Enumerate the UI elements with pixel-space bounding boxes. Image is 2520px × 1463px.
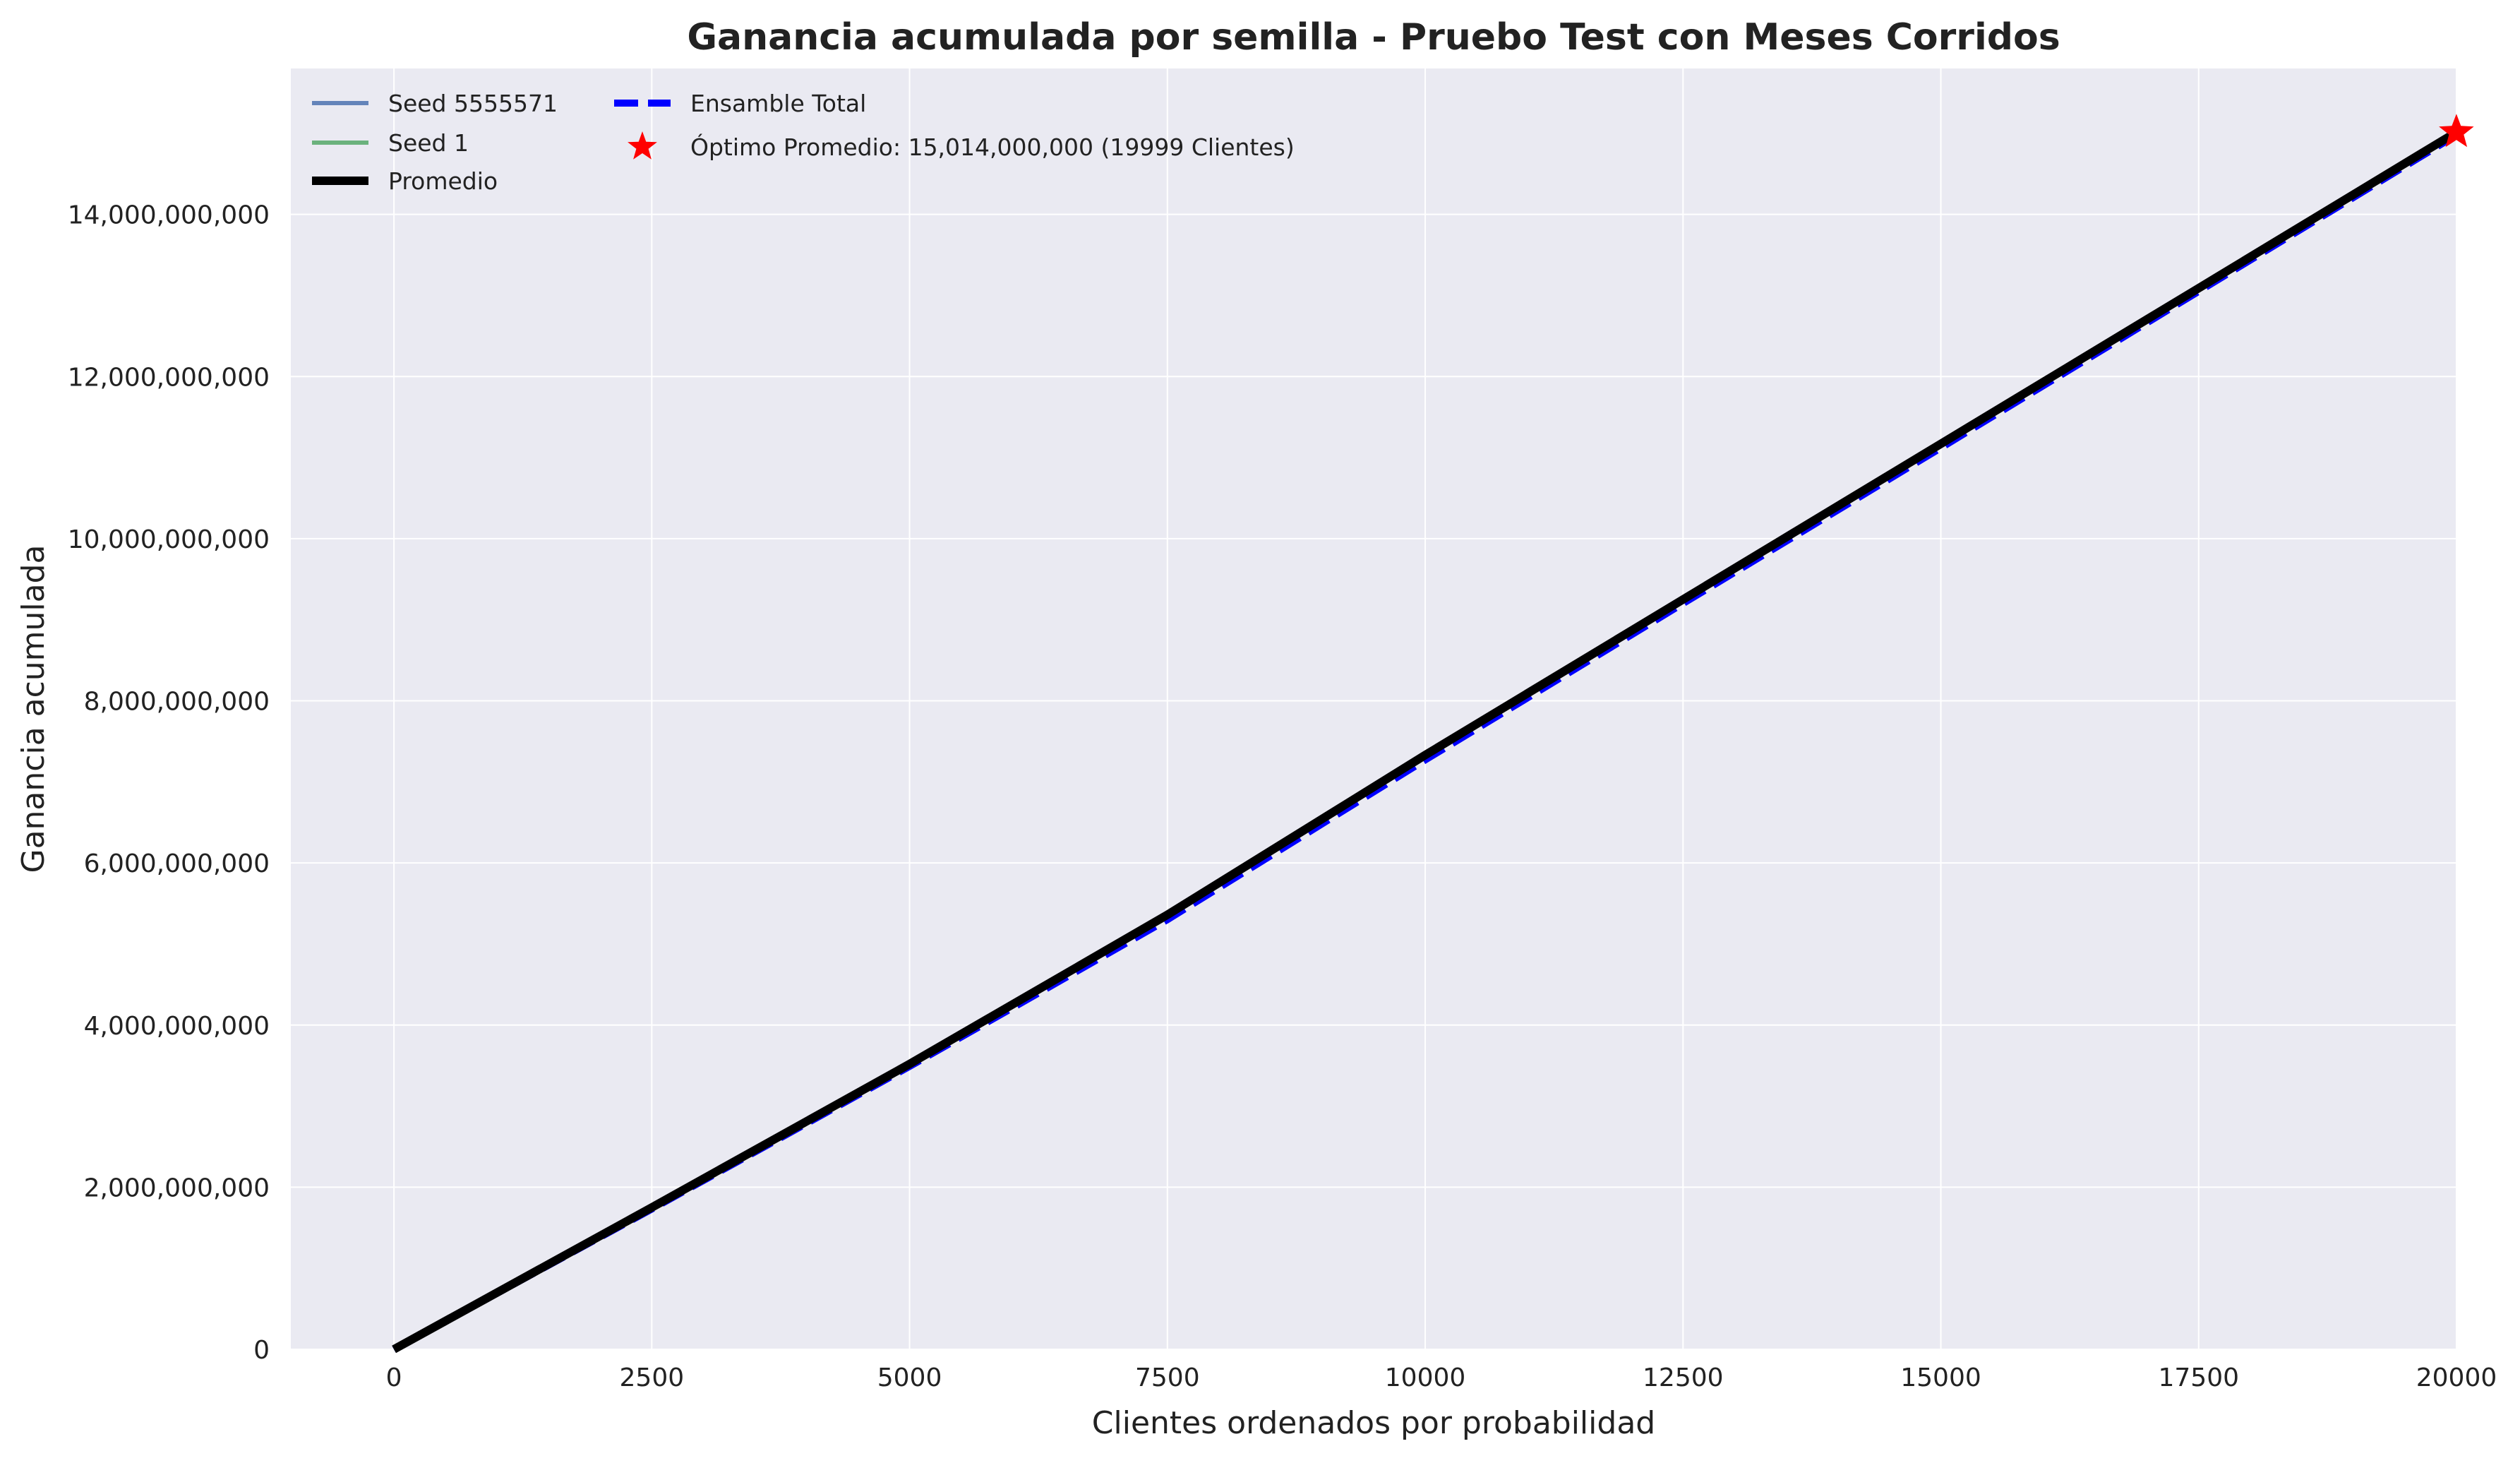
legend-label: Seed 1 (388, 129, 469, 157)
series-line-promedio (392, 129, 2459, 1354)
y-axis-ticks: 0 2,000,000,000 4,000,000,000 6,000,000,000… (68, 201, 270, 1365)
x-axis-label: Clientes ordenados por probabilidad (1092, 1405, 1655, 1441)
x-tick-label: 10000 (1385, 1363, 1466, 1392)
legend: Seed 5555571 Seed 1 Promedio Ensamble Total… (312, 90, 1295, 195)
x-tick-label: 2500 (620, 1363, 685, 1392)
optimum-marker (2439, 114, 2474, 148)
x-tick-label: 7500 (1135, 1363, 1200, 1392)
x-tick-label: 5000 (877, 1363, 942, 1392)
legend-label: Promedio (388, 167, 498, 195)
plot-area (291, 68, 2456, 1349)
legend-swatch-optimum (628, 131, 657, 160)
y-tick-label: 10,000,000,000 (68, 525, 270, 554)
x-tick-label: 12500 (1643, 1363, 1724, 1392)
optimum-marker-layer (2439, 114, 2474, 148)
x-tick-label: 15000 (1900, 1363, 1981, 1392)
legend-label-optimum: Óptimo Promedio: 15,014,000,000 (19999 C… (690, 133, 1295, 161)
y-tick-label: 6,000,000,000 (84, 849, 270, 878)
series-lines (392, 129, 2459, 1354)
x-tick-label: 20000 (2416, 1363, 2497, 1392)
x-tick-label: 0 (386, 1363, 402, 1392)
x-tick-label: 17500 (2158, 1363, 2239, 1392)
y-axis-label: Ganancia acumulada (16, 544, 52, 873)
chart-title: Ganancia acumulada por semilla - Pruebo … (687, 16, 2060, 59)
legend-label: Seed 5555571 (388, 90, 558, 117)
y-tick-label: 2,000,000,000 (84, 1174, 270, 1202)
y-tick-label: 8,000,000,000 (84, 688, 270, 717)
legend-label: Ensamble Total (690, 90, 866, 117)
y-tick-label: 14,000,000,000 (68, 201, 270, 230)
y-tick-label: 4,000,000,000 (84, 1012, 270, 1041)
y-tick-label: 12,000,000,000 (68, 363, 270, 392)
grid-lines (291, 68, 2457, 1350)
x-axis-ticks: 0 2500 5000 7500 10000 12500 15000 17500 20000 (386, 1363, 2497, 1392)
y-tick-label: 0 (253, 1336, 270, 1365)
